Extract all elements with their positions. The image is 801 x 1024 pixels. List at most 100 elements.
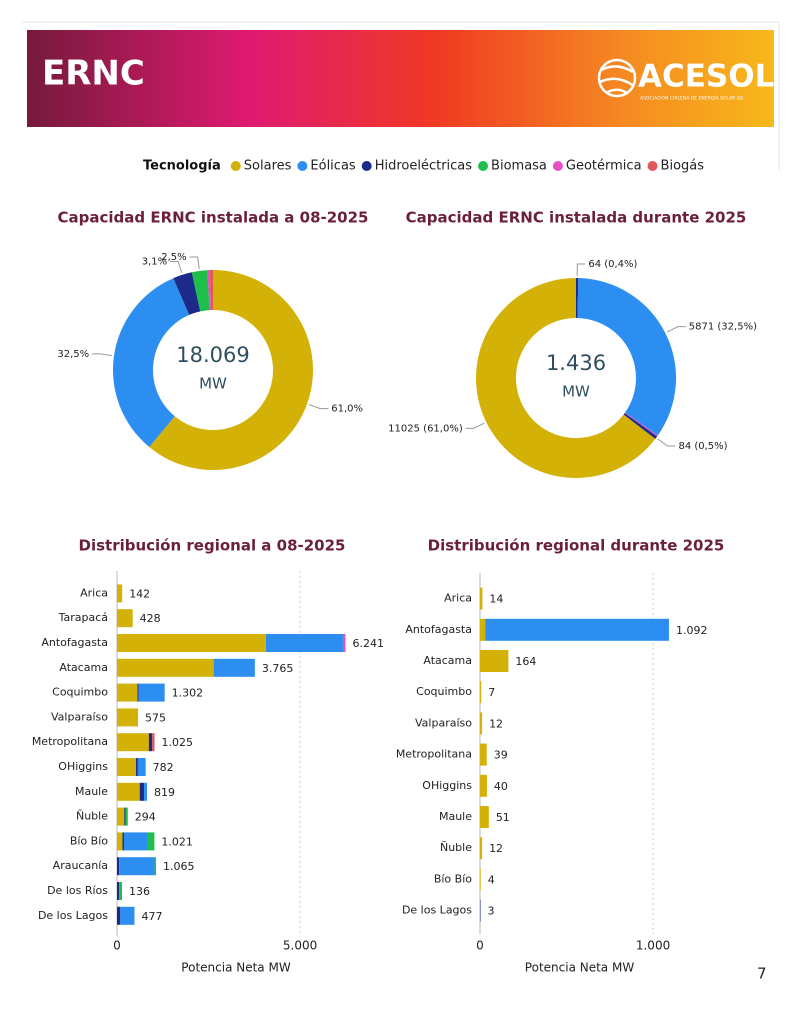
bar-segment	[117, 658, 214, 677]
bar-segment	[148, 733, 153, 752]
logo-icon	[597, 58, 637, 98]
legend-swatch	[552, 161, 563, 171]
bar-segment	[125, 807, 128, 826]
center-value: 18.069	[176, 343, 249, 367]
category-label: Metropolitana	[396, 748, 472, 761]
x-tick-label: 5.000	[283, 939, 317, 953]
bar-segment	[139, 782, 145, 801]
bar-segment	[117, 733, 149, 752]
category-label: OHiggins	[58, 760, 108, 773]
slice-label: 32,5%	[57, 349, 89, 360]
donut-slice	[209, 270, 213, 311]
total-label: 14	[489, 593, 503, 606]
total-label: 575	[145, 711, 166, 724]
total-label: 477	[141, 910, 162, 923]
bar-segment	[480, 618, 486, 641]
bar-segment	[480, 806, 489, 828]
slice-label: 2,5%	[161, 252, 186, 263]
x-tick-label: 1.000	[636, 939, 670, 953]
bar-segment	[117, 857, 120, 876]
donut-slice	[113, 278, 190, 448]
donut-slice	[577, 278, 676, 436]
category-label: Araucanía	[53, 859, 108, 872]
total-label: 12	[489, 842, 503, 855]
bar-segment	[117, 832, 123, 851]
legend-label: Geotérmica	[566, 159, 642, 174]
bar-segment	[138, 683, 165, 702]
bar-segment	[213, 658, 255, 677]
total-label: 1.065	[163, 860, 195, 873]
bar-segment	[137, 683, 139, 702]
category-label: Atacama	[59, 661, 108, 674]
legend: Tecnología Solares Eólicas Hidroeléctricas B…	[143, 159, 704, 174]
category-label: De los Lagos	[402, 904, 472, 917]
bar-segment	[119, 857, 155, 876]
bar-segment	[480, 774, 487, 797]
x-axis-label: Potencia Neta MW	[181, 961, 291, 975]
legend-swatch	[230, 161, 241, 171]
bar-segment	[117, 882, 120, 900]
center-unit: MW	[562, 383, 590, 401]
legend-swatch	[297, 161, 308, 171]
slice-label: 5871 (32,5%)	[689, 322, 757, 333]
bar-segment	[117, 609, 133, 628]
category-label: Valparaíso	[415, 716, 472, 729]
leader-line	[170, 260, 183, 274]
leader-line	[657, 438, 676, 447]
leader-line	[308, 404, 329, 410]
leader-line	[92, 353, 113, 357]
category-label: De los Ríos	[47, 884, 108, 897]
bar-segment	[342, 634, 346, 652]
total-label: 39	[494, 749, 508, 762]
total-label: 819	[154, 786, 175, 799]
bar-segment	[117, 807, 125, 826]
logo-subtitle: ASOCIACIÓN CHILENA DE ENERGÍA SOLAR AG	[640, 95, 744, 102]
category-label: Coquimbo	[416, 685, 472, 698]
total-label: 428	[140, 612, 161, 625]
bar-segment	[137, 758, 146, 776]
category-label: Maule	[439, 810, 472, 823]
total-label: 40	[494, 780, 508, 793]
x-tick-label: 0	[113, 939, 121, 953]
bar-segment	[144, 782, 147, 801]
legend-swatch	[361, 161, 372, 171]
legend-label: Biogás	[661, 159, 705, 174]
chart-title: Distribución regional a 08-2025	[79, 537, 346, 555]
donut-slice	[173, 272, 201, 315]
category-label: Bío Bío	[70, 834, 108, 847]
bar-segment	[480, 743, 487, 766]
category-label: Arica	[80, 586, 108, 599]
bar-segment	[480, 868, 481, 891]
chart-title: Capacidad ERNC instalada a 08-2025	[57, 209, 368, 227]
total-label: 164	[515, 655, 536, 668]
legend-label: Biomasa	[491, 159, 547, 174]
bar-segment	[136, 758, 138, 776]
total-label: 1.025	[162, 736, 194, 749]
donut-slice	[191, 270, 210, 312]
category-label: OHiggins	[422, 779, 472, 792]
total-label: 1.021	[161, 835, 193, 848]
bar-segment	[117, 584, 123, 603]
bar-segment	[117, 634, 266, 652]
slice-label: 84 (0,5%)	[678, 441, 727, 452]
leader-line	[576, 263, 586, 277]
page-number: 7	[757, 965, 767, 983]
category-label: Antofagasta	[41, 636, 108, 649]
bar-segment	[117, 782, 140, 801]
category-label: Ñuble	[440, 841, 472, 854]
total-label: 12	[489, 717, 503, 730]
total-label: 51	[496, 811, 510, 824]
slice-label: 3,1%	[142, 256, 167, 267]
chart-title: Capacidad ERNC instalada durante 2025	[406, 209, 747, 227]
header-banner	[27, 30, 774, 127]
total-label: 142	[129, 587, 150, 600]
total-label: 3.765	[262, 662, 294, 675]
bar-segment	[117, 758, 137, 776]
bar-segment	[154, 857, 156, 876]
bar-segment	[124, 807, 126, 826]
total-label: 3	[488, 905, 495, 918]
donut-slice	[475, 278, 656, 478]
category-label: Maule	[75, 785, 108, 798]
category-label: Atacama	[423, 654, 472, 667]
